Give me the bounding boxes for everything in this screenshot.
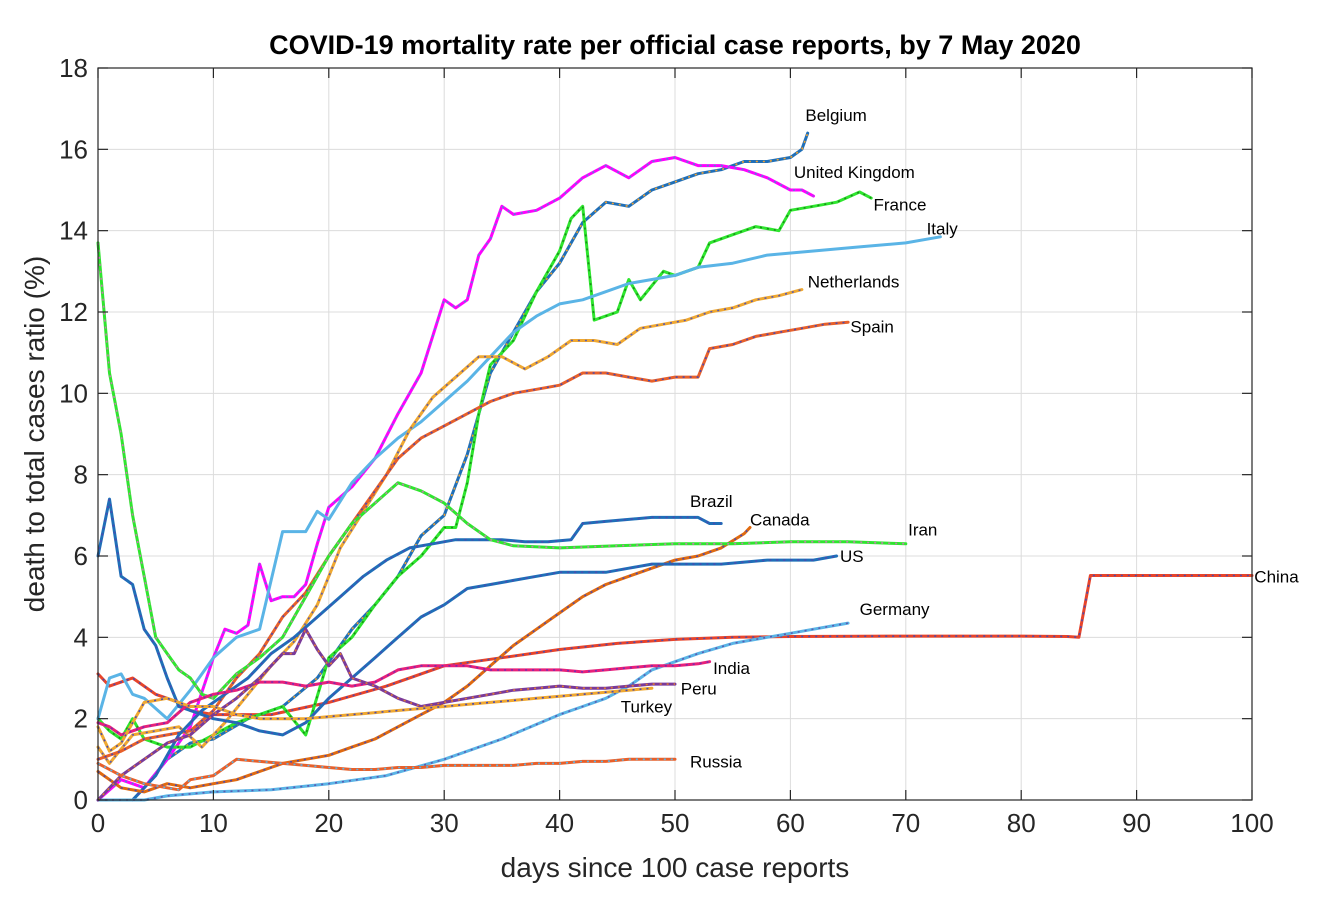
y-tick-label: 16 [59, 134, 88, 164]
y-tick-label: 8 [74, 460, 88, 490]
series-line-united-kingdom [96, 156, 815, 802]
chart-title: COVID-19 mortality rate per official cas… [269, 30, 1081, 60]
x-tick-label: 100 [1230, 808, 1273, 838]
y-tick-label: 12 [59, 297, 88, 327]
y-tick-label: 18 [59, 53, 88, 83]
y-tick-label: 0 [74, 785, 88, 815]
series-us [96, 497, 839, 737]
series-markers-united-kingdom [97, 156, 814, 801]
series-label-china: China [1254, 567, 1299, 586]
y-tick-label: 4 [74, 622, 88, 652]
y-tick-label: 14 [59, 216, 88, 246]
series-label-netherlands: Netherlands [808, 273, 900, 292]
y-tick-label: 6 [74, 541, 88, 571]
x-tick-label: 0 [91, 808, 105, 838]
series-label-turkey: Turkey [621, 698, 673, 717]
series-united-kingdom [96, 156, 815, 802]
series-germany [96, 621, 850, 802]
series-label-united-kingdom: United Kingdom [794, 163, 915, 182]
series-turkey [96, 686, 654, 753]
series-line-iran [96, 241, 908, 700]
series-markers-france [97, 191, 872, 748]
x-tick-label: 70 [891, 808, 920, 838]
series-iran [96, 241, 908, 700]
x-tick-label: 60 [776, 808, 805, 838]
x-tick-label: 30 [430, 808, 459, 838]
series-brazil [96, 515, 723, 802]
x-tick-label: 90 [1122, 808, 1151, 838]
series-netherlands [96, 288, 804, 765]
x-tick-label: 40 [545, 808, 574, 838]
series-label-spain: Spain [850, 317, 893, 336]
series-line-netherlands [96, 288, 804, 765]
series-label-canada: Canada [750, 511, 810, 530]
series-label-belgium: Belgium [805, 106, 866, 125]
series-russia [96, 757, 677, 792]
grid [97, 67, 1253, 801]
series-line-canada [96, 526, 752, 794]
series-label-brazil: Brazil [690, 492, 733, 511]
series-markers-brazil [98, 516, 722, 801]
series-markers-india [97, 660, 710, 736]
series-label-germany: Germany [860, 600, 930, 619]
series-india [96, 660, 712, 737]
series-line-france [96, 190, 873, 749]
series-label-us: US [840, 547, 864, 566]
series-peru [96, 627, 677, 802]
axis-ticks: 0 10 20 30 40 50 60 70 80 90 100 0 2 4 6 8 10 12 14 16 18 [59, 53, 1274, 838]
series-line-turkey [96, 686, 654, 753]
series-line-italy [96, 235, 942, 721]
x-tick-label: 10 [199, 808, 228, 838]
series-label-france: France [873, 195, 926, 214]
series-markers-china [97, 574, 1252, 716]
series-markers-iran [97, 242, 906, 700]
series-france [96, 190, 873, 749]
x-axis-label: days since 100 case reports [501, 852, 850, 883]
series-label-russia: Russia [690, 752, 743, 771]
series-markers-canada [97, 526, 751, 793]
series-label-italy: Italy [927, 220, 959, 239]
y-tick-label: 2 [74, 704, 88, 734]
series-label-peru: Peru [681, 679, 717, 698]
x-tick-label: 20 [314, 808, 343, 838]
series-line-peru [96, 627, 677, 802]
series-canada [96, 526, 752, 794]
series-label-iran: Iran [908, 521, 937, 540]
y-tick-label: 10 [59, 378, 88, 408]
series-italy [96, 235, 942, 721]
x-tick-label: 80 [1007, 808, 1036, 838]
series-label-india: India [713, 659, 750, 678]
series-line-brazil [96, 515, 723, 802]
series-markers-germany [98, 622, 849, 801]
series-line-russia [96, 757, 677, 792]
series-markers-us [97, 498, 837, 736]
series-lines [96, 131, 1254, 802]
series-markers-italy [97, 236, 941, 720]
y-axis-label: death to total cases ratio (%) [19, 256, 50, 612]
x-tick-label: 50 [661, 808, 690, 838]
